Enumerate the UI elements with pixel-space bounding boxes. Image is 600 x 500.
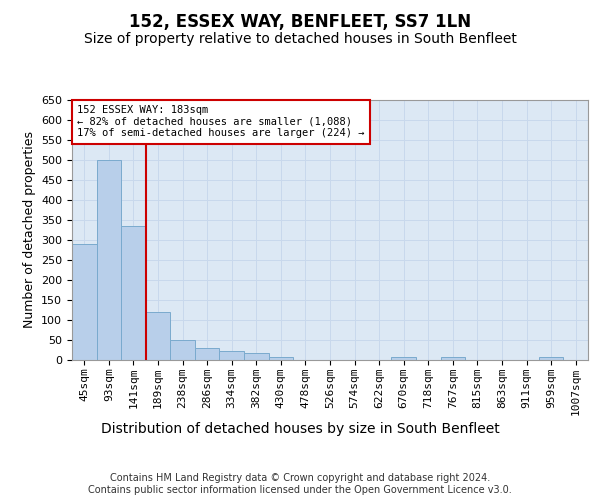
Bar [195, 348, 220, 360]
Text: Distribution of detached houses by size in South Benfleet: Distribution of detached houses by size … [101, 422, 499, 436]
Bar [170, 340, 195, 360]
Y-axis label: Number of detached properties: Number of detached properties [23, 132, 35, 328]
Bar [269, 357, 293, 360]
Bar [244, 353, 269, 360]
Bar [539, 357, 563, 360]
Text: Contains HM Land Registry data © Crown copyright and database right 2024.
Contai: Contains HM Land Registry data © Crown c… [88, 474, 512, 495]
Text: 152, ESSEX WAY, BENFLEET, SS7 1LN: 152, ESSEX WAY, BENFLEET, SS7 1LN [129, 12, 471, 30]
Text: 152 ESSEX WAY: 183sqm
← 82% of detached houses are smaller (1,088)
17% of semi-d: 152 ESSEX WAY: 183sqm ← 82% of detached … [77, 105, 365, 138]
Bar [121, 226, 146, 360]
Bar [220, 351, 244, 360]
Bar [97, 160, 121, 360]
Bar [391, 357, 416, 360]
Bar [440, 357, 465, 360]
Text: Size of property relative to detached houses in South Benfleet: Size of property relative to detached ho… [83, 32, 517, 46]
Bar [146, 312, 170, 360]
Bar [72, 244, 97, 360]
